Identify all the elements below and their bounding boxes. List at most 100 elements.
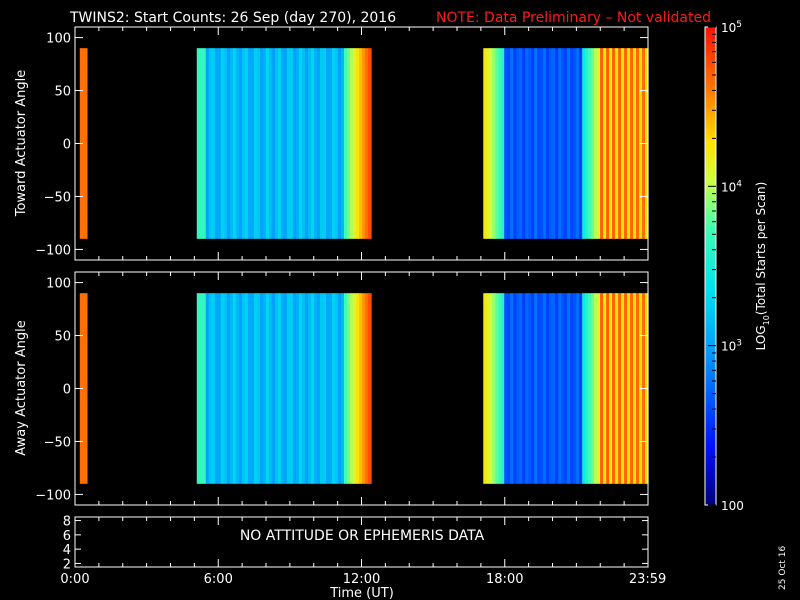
heatmap-column — [319, 293, 324, 484]
heatmap-column — [591, 48, 595, 239]
panel-away-heatmap — [79, 293, 649, 484]
ephemeris-message: NO ATTITUDE OR EPHEMERIS DATA — [240, 528, 485, 544]
heatmap-column — [365, 48, 369, 239]
y-tick-label: 4 — [63, 543, 71, 558]
heatmap-column — [217, 293, 222, 484]
heatmap-column — [322, 293, 327, 484]
heatmap-column — [199, 48, 204, 239]
heatmap-column — [627, 293, 631, 484]
heatmap-column — [271, 293, 276, 484]
heatmap-column — [636, 48, 640, 239]
panel-away: 100 50 0 −50 −100 Away Actuator Angle — [14, 271, 649, 506]
heatmap-column — [359, 293, 363, 484]
heatmap-column — [594, 48, 598, 239]
heatmap-column — [546, 293, 550, 484]
heatmap-column — [495, 293, 499, 484]
x-tick-label: 18:00 — [486, 572, 523, 587]
heatmap-column — [223, 293, 228, 484]
heatmap-column — [220, 293, 225, 484]
heatmap-column — [211, 48, 216, 239]
heatmap-column — [268, 293, 273, 484]
heatmap-column — [265, 293, 270, 484]
heatmap-column — [621, 48, 625, 239]
heatmap-column — [256, 48, 261, 239]
heatmap-column — [196, 48, 201, 239]
colorbar-tick-exp: 5 — [736, 20, 742, 30]
heatmap-column — [247, 48, 252, 239]
heatmap-column — [513, 48, 517, 239]
heatmap-column — [501, 293, 505, 484]
heatmap-column — [338, 48, 342, 239]
heatmap-column — [513, 293, 517, 484]
heatmap-column — [597, 48, 601, 239]
heatmap-column — [83, 293, 88, 484]
heatmap-column — [283, 48, 288, 239]
heatmap-column — [597, 293, 601, 484]
heatmap-column — [636, 293, 640, 484]
heatmap-column — [344, 293, 348, 484]
heatmap-column — [594, 293, 598, 484]
heatmap-column — [208, 48, 213, 239]
heatmap-column — [280, 48, 285, 239]
colorbar-tick-base: 10 — [721, 340, 736, 354]
heatmap-column — [534, 48, 538, 239]
colorbar-label-sub: 10 — [762, 315, 771, 325]
heatmap-column — [537, 48, 541, 239]
colorbar-tick-base: 10 — [721, 180, 736, 194]
y-tick-label: −100 — [35, 243, 71, 258]
heatmap-column — [615, 293, 619, 484]
heatmap-column — [606, 48, 610, 239]
heatmap-column — [259, 48, 264, 239]
heatmap-column — [334, 48, 339, 239]
heatmap-column — [510, 48, 514, 239]
heatmap-column — [534, 293, 538, 484]
heatmap-column — [618, 293, 622, 484]
colorbar-tick-label: 100 — [721, 499, 744, 513]
heatmap-column — [359, 48, 363, 239]
heatmap-column — [283, 293, 288, 484]
y-tick-label: 6 — [63, 529, 71, 544]
heatmap-column — [624, 48, 628, 239]
heatmap-column — [226, 48, 231, 239]
heatmap-column — [328, 293, 333, 484]
heatmap-column — [262, 48, 267, 239]
y-tick-label: 0 — [63, 138, 71, 153]
y-tick-label: 100 — [46, 32, 71, 47]
heatmap-column — [220, 48, 225, 239]
heatmap-column — [612, 293, 616, 484]
y-tick-label: 2 — [63, 557, 71, 572]
heatmap-column — [292, 293, 297, 484]
heatmap-column — [229, 48, 234, 239]
heatmap-column — [591, 293, 595, 484]
heatmap-column — [486, 48, 490, 239]
heatmap-column — [555, 293, 559, 484]
heatmap-column — [235, 48, 240, 239]
panel-toward-heatmap — [79, 48, 649, 239]
heatmap-column — [344, 48, 348, 239]
x-axis-label: Time (UT) — [329, 586, 394, 600]
heatmap-column — [621, 293, 625, 484]
heatmap-column — [567, 293, 571, 484]
heatmap-column — [362, 48, 366, 239]
heatmap-column — [334, 293, 339, 484]
heatmap-column — [528, 48, 532, 239]
heatmap-column — [274, 48, 279, 239]
heatmap-column — [516, 293, 520, 484]
heatmap-column — [564, 48, 568, 239]
heatmap-column — [341, 293, 345, 484]
colorbar-label-log: LOG — [754, 325, 768, 350]
y-tick-label: 0 — [63, 383, 71, 398]
heatmap-column — [214, 48, 219, 239]
heatmap-column — [202, 48, 207, 239]
heatmap-column — [331, 48, 336, 239]
y-tick-label: −50 — [44, 435, 71, 450]
heatmap-column — [280, 293, 285, 484]
heatmap-column — [205, 293, 210, 484]
heatmap-column — [522, 48, 526, 239]
heatmap-column — [561, 48, 565, 239]
heatmap-column — [262, 293, 267, 484]
heatmap-column — [310, 293, 315, 484]
heatmap-column — [304, 293, 309, 484]
heatmap-column — [618, 48, 622, 239]
